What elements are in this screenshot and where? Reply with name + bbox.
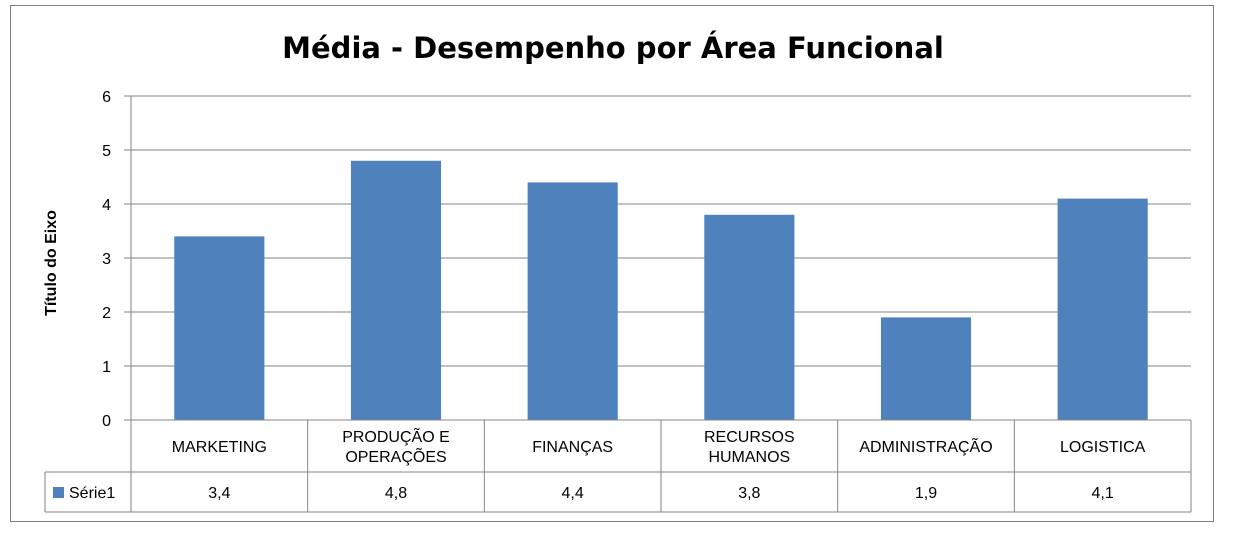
x-category-label: LOGISTICA — [1060, 439, 1146, 456]
x-category-label: RECURSOS — [704, 429, 795, 446]
bar — [704, 214, 795, 420]
x-category-label: HUMANOS — [708, 449, 790, 466]
x-category-label: PRODUÇÃO E — [342, 426, 450, 446]
y-axis-label: Título do Eixo — [43, 210, 60, 316]
x-category-label: ADMINISTRAÇÃO — [859, 436, 992, 456]
y-tick-label: 4 — [102, 197, 111, 214]
legend-series-name: Série1 — [69, 485, 115, 502]
bar — [527, 182, 618, 420]
bar — [174, 236, 265, 420]
x-category-label: MARKETING — [172, 439, 267, 456]
y-tick-label: 0 — [102, 413, 111, 430]
gridlines — [124, 95, 1191, 421]
data-value-label: 1,9 — [915, 485, 937, 502]
chart-frame: Média - Desempenho por Área Funcional Tí… — [10, 5, 1214, 522]
data-value-label: 3,8 — [738, 485, 760, 502]
chart-title: Média - Desempenho por Área Funcional — [282, 31, 944, 65]
bar — [350, 160, 442, 421]
data-value-label: 3,4 — [208, 485, 230, 502]
y-tick-label: 6 — [102, 89, 111, 106]
bars — [174, 160, 1148, 421]
chart-svg: Média - Desempenho por Área Funcional Tí… — [43, 31, 1192, 513]
x-category-label: FINANÇAS — [532, 439, 613, 456]
y-tick-label: 5 — [102, 143, 111, 160]
data-value-label: 4,1 — [1092, 485, 1114, 502]
legend-swatch — [53, 487, 64, 498]
bar — [880, 317, 972, 420]
y-tick-label: 2 — [102, 305, 111, 322]
y-tick-label: 3 — [102, 251, 111, 268]
data-value-label: 4,8 — [385, 485, 407, 502]
y-axis-ticks: 0 1 2 3 4 5 6 — [102, 89, 111, 430]
bar — [1057, 198, 1148, 420]
y-tick-label: 1 — [102, 359, 111, 376]
data-value-label: 4,4 — [562, 485, 584, 502]
x-category-label: OPERAÇÕES — [345, 446, 446, 466]
